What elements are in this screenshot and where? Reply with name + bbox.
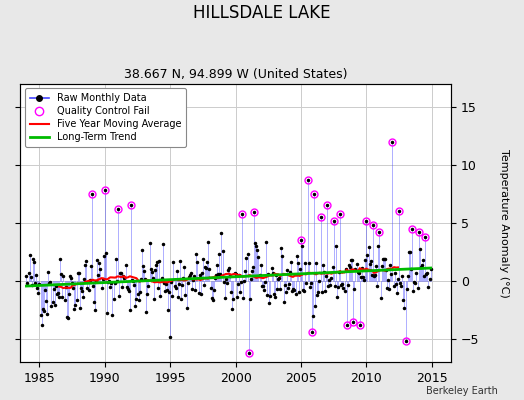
Text: HILLSDALE LAKE: HILLSDALE LAKE (193, 4, 331, 22)
Text: Berkeley Earth: Berkeley Earth (426, 386, 498, 396)
Y-axis label: Temperature Anomaly (°C): Temperature Anomaly (°C) (499, 148, 509, 297)
Title: 38.667 N, 94.899 W (United States): 38.667 N, 94.899 W (United States) (124, 68, 347, 81)
Legend: Raw Monthly Data, Quality Control Fail, Five Year Moving Average, Long-Term Tren: Raw Monthly Data, Quality Control Fail, … (25, 88, 186, 147)
